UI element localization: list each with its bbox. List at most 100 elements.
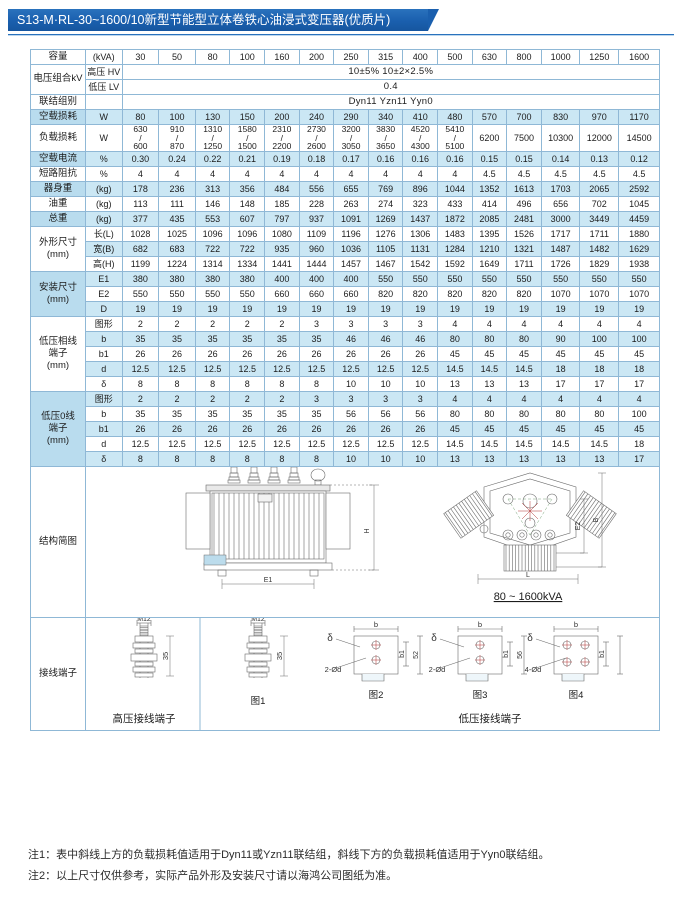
top-view-centre-cross [517,500,542,521]
data-cell: 200 [264,109,300,125]
data-cell: 1444 [298,255,335,272]
data-cell: 323 [402,195,439,212]
capacity-cell: 80 [194,49,231,65]
data-cell: 113 [121,195,160,212]
table-row: b 35 35 35 35 35 35 56 56 56 80 80 80 80 80 100 [31,405,660,422]
data-cell: 1044 [437,180,473,197]
capacity-cell: 315 [367,49,404,65]
capacity-cell: 400 [402,49,439,65]
structure-section-label: 结构简图 [30,465,86,618]
table-row: 油重 (kg) 113 111 146 148 185 228 263 274 323 433 414 4… [30,195,660,212]
data-cell: 896 [402,180,439,197]
table-row-terminal-diagram: 接线端子 M12 35 高压接线端子 M12 35 图1 b b1 52 δ 2-Ød 图2 b b1 56 δ… [30,616,661,731]
table-row: 负载损耗 W 630/600 910/870 1310/1250 1580/1500 231… [30,124,660,152]
data-cell: 240 [298,109,335,125]
data-cell: 35 [121,330,160,347]
data-cell: 80 [471,405,508,422]
data-cell: 682 [121,240,160,257]
capacity-cell: 30 [121,49,160,65]
terminal-stud-drawing [130,619,158,678]
data-cell: 10 [333,450,369,467]
table-row-hv: 电压组合kV 高压 HV 10±5% 10±2×2.5% [30,64,661,95]
data-cell: 2 [229,390,266,407]
mounting-hole [474,639,485,650]
data-cell: 820 [506,285,542,302]
data-cell: 3 [367,390,404,407]
table-row: b 35 35 35 35 35 35 46 46 46 80 80 80 90 100 100 [31,330,660,347]
data-cell: 820 [367,285,404,302]
row-label: 负载损耗 [30,124,86,152]
data-cell: 19 [333,300,369,317]
data-cell: 550 [540,270,581,287]
thread-label: M12 [251,618,265,623]
data-cell: 100 [618,330,660,347]
table-row: δ 8 8 8 8 8 8 10 10 10 13 13 13 17 17 17 [31,375,660,392]
table-row-lv: 低压 LV 0.4 [31,79,661,95]
data-cell: 6200 [471,124,508,152]
hv-value: 10±5% 10±2×2.5% [121,64,661,80]
data-cell: 10 [367,375,404,392]
hv-terminal-caption: 高压接线端子 [112,712,175,725]
row-unit: δ [84,450,123,467]
data-cell: 3200/3050 [333,124,369,152]
data-cell: 1829 [579,255,620,272]
table-row: 总重 (kg) 377 435 553 607 797 937 1091 1269 1437 1872… [30,210,660,227]
data-cell: 35 [158,330,196,347]
row-unit: E1 [84,270,123,287]
data-cell: 1703 [540,180,581,197]
capacity-cell: 200 [298,49,335,65]
data-cell: 400 [264,270,300,287]
data-cell: 45 [437,345,473,362]
data-cell: 26 [229,420,266,437]
data-cell: 4 [333,165,369,182]
data-cell: 4 [437,390,473,407]
data-cell: 19 [579,300,620,317]
data-cell: 13 [437,450,473,467]
data-cell: 8 [264,450,300,467]
figure-2-delta-label: δ [327,633,333,644]
table-row: b1 26 26 26 26 26 26 26 26 26 45 45 45 45 45 45 [31,345,660,362]
data-cell: 80 [506,330,542,347]
data-cell: 410 [402,109,439,125]
data-cell: 1613 [506,180,542,197]
data-cell: 35 [298,405,335,422]
table-row: 安装尺寸 (mm) E1 380 380 380 380 400 400 400 550 550 550… [30,270,660,317]
figure-4-delta-label: δ [527,633,533,644]
data-cell: 2592 [618,180,660,197]
data-cell: 17 [618,450,660,467]
data-cell: 910/870 [158,124,196,152]
front-view-drawing [185,467,351,577]
data-cell: 17 [618,375,660,392]
data-cell: 26 [402,345,439,362]
data-cell: 12.5 [264,360,300,377]
title-underline [8,34,674,36]
data-cell: 19 [471,300,508,317]
row-unit: 高(H) [84,255,123,272]
data-cell: 8 [264,375,300,392]
capacity-cell: 50 [158,49,196,65]
row-unit: δ [84,375,123,392]
data-cell: 1580/1500 [229,124,266,152]
data-cell: 970 [579,109,620,125]
data-cell: 1028 [121,225,160,242]
data-cell: 12.5 [333,435,369,452]
data-cell: 2 [158,315,196,332]
data-cell: 274 [367,195,404,212]
data-cell: 14.5 [437,435,473,452]
data-cell: 56 [333,405,369,422]
table-row: E2 550 550 550 550 660 660 660 820 820 820 820 820 10… [31,285,660,302]
data-cell: 550 [618,270,660,287]
data-cell: 14500 [618,124,660,152]
data-cell: 8 [121,375,160,392]
figure-3-b1-label: b1 [503,650,510,658]
data-cell: 26 [298,345,335,362]
data-cell: 10 [367,450,404,467]
data-cell: 1199 [121,255,160,272]
data-cell: 26 [229,345,266,362]
data-cell: 3830/3650 [367,124,404,152]
top-view-vertical-dimensions [555,472,606,568]
row-unit: (kg) [84,210,123,227]
data-cell: 3 [333,315,369,332]
data-cell: 14.5 [540,435,581,452]
data-cell: 0.18 [298,150,335,167]
